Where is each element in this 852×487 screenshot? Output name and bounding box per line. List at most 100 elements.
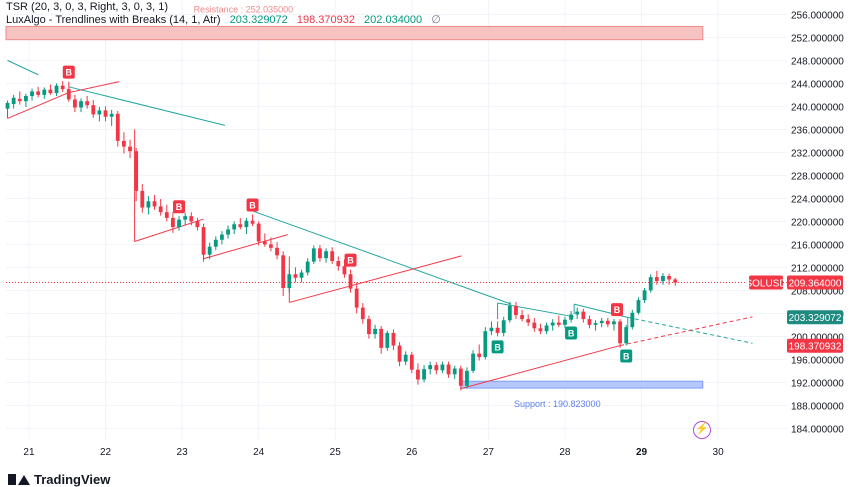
legend-tsr[interactable]: TSR (20, 3, 0, 3, Right, 3, 0, 3, 1): [6, 1, 168, 13]
candle-body: [115, 113, 120, 141]
bearish-break-label: B: [611, 303, 624, 317]
candle-body: [42, 89, 47, 95]
last-price-tag-box: [787, 275, 843, 290]
time-axis-label: 29: [636, 447, 648, 458]
last-price-tag: 209.364000: [787, 275, 843, 290]
time-axis[interactable]: 21 22 23 24 25 26 27 28 29 30: [23, 447, 724, 458]
break-label-box: [344, 253, 357, 267]
price-axis-label: 228.000000: [791, 171, 844, 182]
candle: [373, 324, 377, 339]
trendline-up: [7, 92, 69, 119]
candle: [612, 319, 616, 331]
candle: [177, 216, 181, 231]
candle-body: [79, 101, 83, 108]
candle: [85, 96, 90, 109]
candle-body: [563, 319, 567, 325]
candle: [599, 317, 604, 328]
bullish-break-label: B: [620, 349, 633, 363]
candle-body: [391, 332, 396, 346]
candle-body: [36, 91, 41, 95]
time-axis-label: 26: [406, 447, 418, 458]
candle: [42, 87, 47, 99]
candle: [354, 282, 359, 314]
candle-body: [207, 246, 212, 255]
upper-trend-tag: 203.329072: [787, 310, 843, 325]
candle: [477, 344, 482, 361]
candle-body: [109, 113, 114, 117]
candle: [189, 212, 194, 226]
candle-body: [103, 110, 108, 117]
candle: [305, 258, 310, 276]
candle-body: [605, 320, 610, 325]
lightning-icon[interactable]: ⚡: [693, 421, 711, 439]
candle-body: [569, 314, 573, 320]
brand-name: TradingView: [34, 472, 111, 487]
legend-luxalgo[interactable]: LuxAlgo - Trendlines with Breaks (14, 1,…: [6, 13, 441, 26]
legend-lux-value-1: 203.329072: [229, 14, 288, 26]
candle: [164, 204, 169, 222]
candle-body: [54, 85, 59, 94]
candle: [275, 242, 279, 260]
candle: [158, 198, 163, 216]
candle-body: [581, 311, 586, 320]
price-axis-label: 252.000000: [791, 33, 844, 44]
break-labels: B B B B B B B B: [62, 65, 633, 363]
candle: [238, 217, 243, 230]
candle: [428, 361, 433, 375]
candle-body: [299, 272, 304, 278]
candle: [244, 217, 249, 235]
break-label-box: [565, 326, 578, 340]
bearish-break-label: B: [246, 198, 259, 212]
candle-body: [440, 364, 445, 371]
candle-body: [397, 345, 402, 362]
candle: [630, 309, 635, 330]
candle: [17, 91, 22, 105]
candle-body: [416, 369, 420, 380]
legend-lux-name: LuxAlgo - Trendlines with Breaks (14, 1,…: [6, 14, 221, 26]
break-label-box: [491, 340, 504, 354]
candle-body: [599, 320, 604, 324]
symbol-tag: SOLUSD: [745, 275, 787, 290]
candle-body: [177, 219, 181, 228]
candle-body: [636, 300, 641, 313]
break-label-text: B: [347, 256, 354, 266]
candle-body: [287, 274, 292, 289]
candle: [269, 237, 273, 252]
candle: [342, 259, 347, 278]
candle-body: [593, 323, 598, 325]
trendlines: [7, 59, 753, 390]
price-axis[interactable]: 256.000000 252.000000 248.000000 244.000000…: [791, 10, 844, 435]
candle: [440, 361, 445, 374]
candle-body: [122, 140, 126, 147]
candle: [73, 94, 77, 113]
candle-body: [128, 146, 132, 152]
candle: [605, 317, 610, 328]
candle-body: [373, 328, 377, 335]
break-label-text: B: [66, 68, 73, 78]
break-label-text: B: [568, 329, 575, 339]
price-axis-label: 220.000000: [791, 217, 844, 228]
candle-body: [354, 288, 359, 308]
candles[interactable]: [5, 81, 678, 391]
candle: [520, 309, 524, 322]
candle-body: [275, 247, 279, 256]
candle-body: [618, 321, 622, 344]
candle-body: [673, 279, 678, 283]
price-axis-label: 196.000000: [791, 355, 844, 366]
break-label-text: B: [176, 202, 183, 212]
candle-body: [250, 220, 255, 224]
candle: [385, 330, 390, 351]
candle-body: [434, 365, 439, 371]
candle: [213, 236, 218, 251]
candle: [183, 212, 188, 225]
candle-body: [305, 261, 310, 273]
break-label-text: B: [623, 352, 630, 362]
break-label-box: [173, 200, 186, 214]
candle-body: [348, 274, 353, 289]
candle: [624, 324, 629, 346]
price-axis-label: 224.000000: [791, 194, 844, 205]
candle: [128, 139, 132, 159]
candle: [30, 88, 34, 101]
candle: [544, 322, 549, 335]
